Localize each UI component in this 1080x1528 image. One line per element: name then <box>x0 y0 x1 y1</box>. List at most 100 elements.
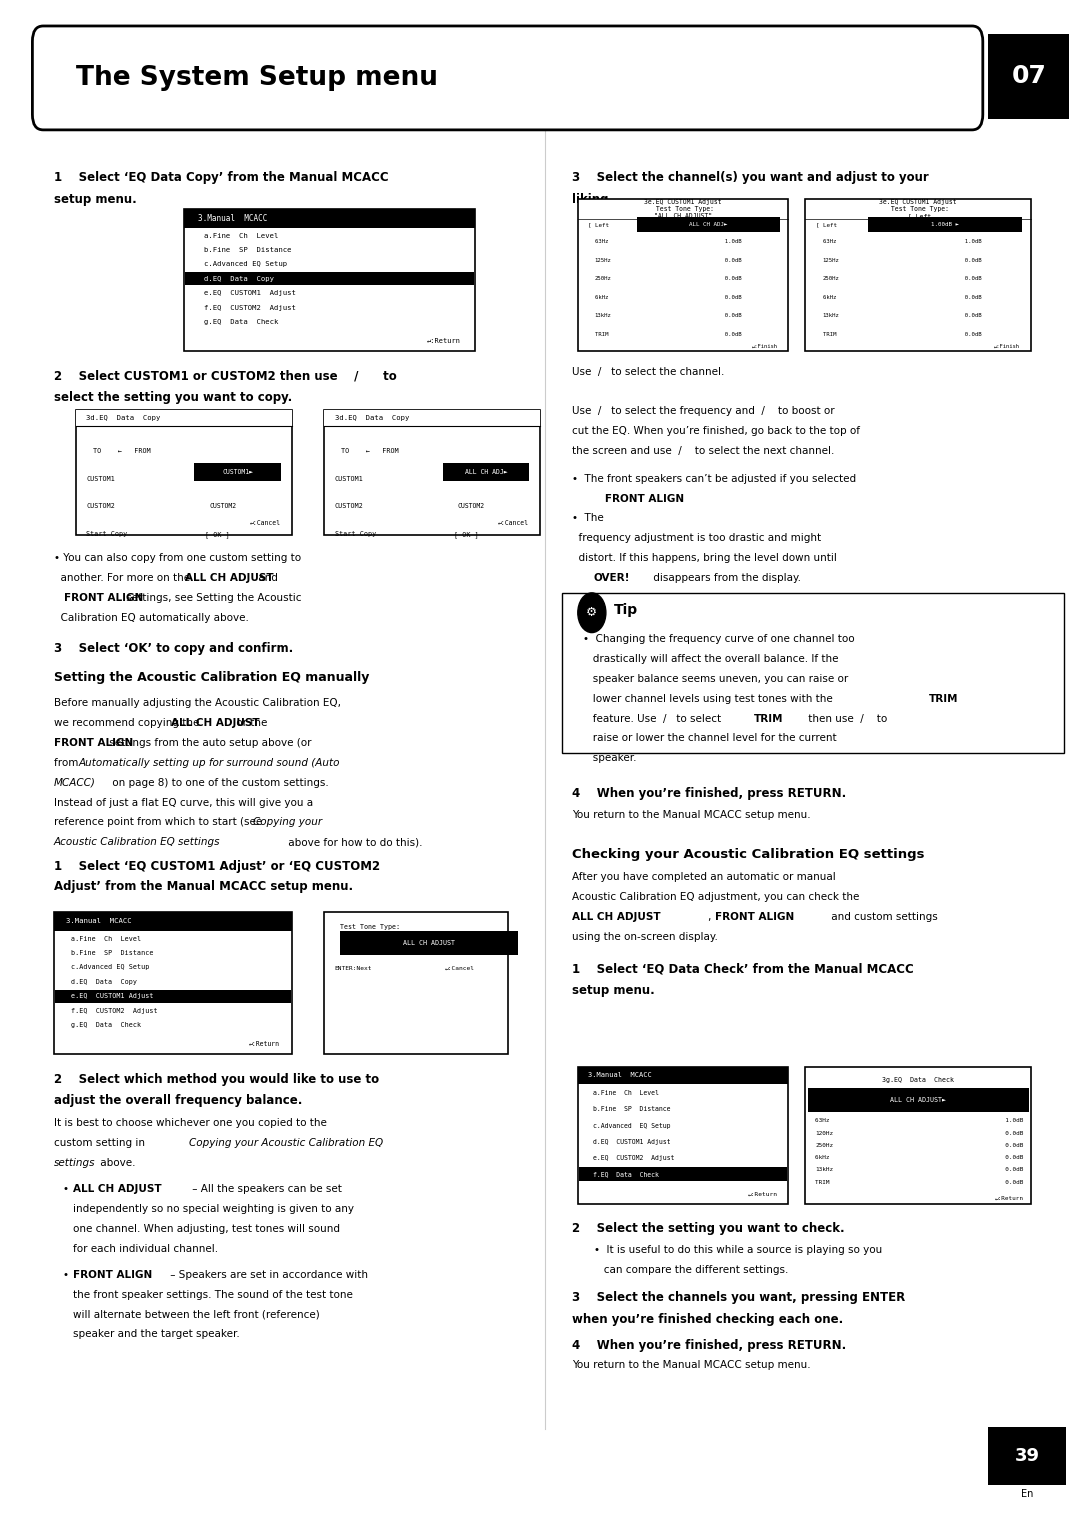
Bar <box>443 463 529 481</box>
Bar <box>562 593 1064 753</box>
Text: 3e.EQ CUSTOM1 Adjust
 Test Tone Type:
"ALL CH ADJUST": 3e.EQ CUSTOM1 Adjust Test Tone Type: "AL… <box>645 199 721 220</box>
Text: CUSTOM2: CUSTOM2 <box>458 504 485 509</box>
Text: settings: settings <box>54 1158 95 1169</box>
Text: select the setting you want to copy.: select the setting you want to copy. <box>54 391 293 405</box>
Text: we recommend copying the: we recommend copying the <box>54 718 203 729</box>
Text: 120Hz: 120Hz <box>815 1131 834 1135</box>
Text: 63Hz: 63Hz <box>815 1118 834 1123</box>
FancyBboxPatch shape <box>32 26 983 130</box>
Text: 0.0dB: 0.0dB <box>958 332 982 338</box>
Text: b.Fine  SP  Distance: b.Fine SP Distance <box>70 950 153 957</box>
Text: 1.0dB: 1.0dB <box>999 1118 1024 1123</box>
Text: disappears from the display.: disappears from the display. <box>650 573 801 584</box>
Text: The System Setup menu: The System Setup menu <box>76 64 437 92</box>
Text: Instead of just a flat EQ curve, this will give you a: Instead of just a flat EQ curve, this wi… <box>54 798 313 808</box>
Text: 3d.EQ  Data  Copy: 3d.EQ Data Copy <box>86 414 161 420</box>
Text: and: and <box>255 573 279 584</box>
Text: 0.0dB: 0.0dB <box>958 277 982 281</box>
Text: g.EQ  Data  Check: g.EQ Data Check <box>70 1022 140 1028</box>
Text: Start Copy: Start Copy <box>86 532 127 536</box>
Text: on page 8) to one of the custom settings.: on page 8) to one of the custom settings… <box>109 778 328 788</box>
Bar <box>340 931 518 955</box>
Text: 3    Select ‘OK’ to copy and confirm.: 3 Select ‘OK’ to copy and confirm. <box>54 642 294 656</box>
Bar <box>76 410 292 535</box>
Text: speaker.: speaker. <box>583 753 637 764</box>
Text: 1    Select ‘EQ CUSTOM1 Adjust’ or ‘EQ CUSTOM2: 1 Select ‘EQ CUSTOM1 Adjust’ or ‘EQ CUST… <box>54 860 380 874</box>
Bar <box>805 199 1031 351</box>
Bar <box>55 990 291 1002</box>
Text: 125Hz: 125Hz <box>823 258 839 263</box>
Text: 1    Select ‘EQ Data Copy’ from the Manual MCACC: 1 Select ‘EQ Data Copy’ from the Manual … <box>54 171 389 185</box>
Bar <box>579 1167 787 1181</box>
Text: or the: or the <box>232 718 267 729</box>
Text: You return to the Manual MCACC setup menu.: You return to the Manual MCACC setup men… <box>572 810 811 821</box>
Text: • You can also copy from one custom setting to: • You can also copy from one custom sett… <box>54 553 301 564</box>
Text: •  The: • The <box>572 513 607 524</box>
Text: 3.Manual  MCACC: 3.Manual MCACC <box>66 918 132 924</box>
Text: Acoustic Calibration EQ adjustment, you can check the: Acoustic Calibration EQ adjustment, you … <box>572 892 860 903</box>
Text: one channel. When adjusting, test tones will sound: one channel. When adjusting, test tones … <box>73 1224 340 1235</box>
Text: 0.0dB: 0.0dB <box>718 313 742 318</box>
Text: •: • <box>63 1270 72 1280</box>
Text: reference point from which to start (see: reference point from which to start (see <box>54 817 266 828</box>
Text: TO    ←   FROM: TO ← FROM <box>341 448 399 454</box>
Text: 1.0dB: 1.0dB <box>958 238 982 244</box>
Text: •  The front speakers can’t be adjusted if you selected: • The front speakers can’t be adjusted i… <box>572 474 856 484</box>
Text: ALL CH ADJUST: ALL CH ADJUST <box>403 940 455 946</box>
Bar <box>808 1088 1029 1112</box>
Circle shape <box>578 593 606 633</box>
Text: ALL CH ADJ►: ALL CH ADJ► <box>464 469 508 475</box>
Text: b.Fine  SP  Distance: b.Fine SP Distance <box>593 1106 670 1112</box>
Text: lower channel levels using test tones with the: lower channel levels using test tones wi… <box>583 694 836 704</box>
Text: 63Hz: 63Hz <box>823 238 839 244</box>
Text: 250Hz: 250Hz <box>595 277 611 281</box>
Text: ALL CH ADJ►: ALL CH ADJ► <box>689 222 728 228</box>
Text: 125Hz: 125Hz <box>595 258 611 263</box>
Text: 0.0dB: 0.0dB <box>958 258 982 263</box>
Text: d.EQ  Data  Copy: d.EQ Data Copy <box>70 979 137 984</box>
Text: c.Advanced EQ Setup: c.Advanced EQ Setup <box>70 964 149 970</box>
Text: custom setting in: custom setting in <box>54 1138 148 1149</box>
Text: ALL CH ADJUST: ALL CH ADJUST <box>186 573 274 584</box>
Bar <box>637 217 780 232</box>
Text: 3d.EQ  Data  Copy: 3d.EQ Data Copy <box>335 414 409 420</box>
Text: 0.0dB: 0.0dB <box>958 313 982 318</box>
Text: •: • <box>63 1184 72 1195</box>
Text: b.Fine  SP  Distance: b.Fine SP Distance <box>204 248 292 254</box>
Text: 0.0dB: 0.0dB <box>718 277 742 281</box>
Text: the front speaker settings. The sound of the test tone: the front speaker settings. The sound of… <box>73 1290 353 1300</box>
Text: d.EQ  CUSTOM1 Adjust: d.EQ CUSTOM1 Adjust <box>593 1138 670 1144</box>
Text: e.EQ  CUSTOM1 Adjust: e.EQ CUSTOM1 Adjust <box>70 993 153 999</box>
Text: FRONT ALIGN: FRONT ALIGN <box>594 494 684 504</box>
Text: 07: 07 <box>1012 64 1047 89</box>
Text: ↵:Return: ↵:Return <box>995 1196 1024 1201</box>
Text: MCACC): MCACC) <box>54 778 96 788</box>
Text: 4    When you’re finished, press RETURN.: 4 When you’re finished, press RETURN. <box>572 787 847 801</box>
Text: Use  /   to select the frequency and  /    to boost or: Use / to select the frequency and / to b… <box>572 406 835 417</box>
Bar <box>184 209 475 351</box>
Text: drastically will affect the overall balance. If the: drastically will affect the overall bala… <box>583 654 839 665</box>
Text: f.EQ  Data  Check: f.EQ Data Check <box>593 1170 659 1177</box>
Text: can compare the different settings.: can compare the different settings. <box>594 1265 788 1276</box>
Text: 13kHz: 13kHz <box>815 1167 834 1172</box>
Text: You return to the Manual MCACC setup menu.: You return to the Manual MCACC setup men… <box>572 1360 811 1371</box>
Text: e.EQ  CUSTOM2  Adjust: e.EQ CUSTOM2 Adjust <box>593 1155 674 1161</box>
Text: ↵:Cancel: ↵:Cancel <box>249 520 281 526</box>
Text: 0.0dB: 0.0dB <box>718 332 742 338</box>
Text: ⚙: ⚙ <box>586 607 597 619</box>
Text: Use  /   to select the channel.: Use / to select the channel. <box>572 367 725 377</box>
Text: c.Advanced EQ Setup: c.Advanced EQ Setup <box>204 261 287 267</box>
Text: 0.0dB: 0.0dB <box>999 1131 1024 1135</box>
Text: 2    Select CUSTOM1 or CUSTOM2 then use    /      to: 2 Select CUSTOM1 or CUSTOM2 then use / t… <box>54 370 396 384</box>
Text: and custom settings: and custom settings <box>828 912 939 923</box>
Text: 0.0dB: 0.0dB <box>999 1143 1024 1148</box>
Text: Checking your Acoustic Calibration EQ settings: Checking your Acoustic Calibration EQ se… <box>572 848 924 862</box>
Text: ,: , <box>708 912 715 923</box>
Text: [ OK ]: [ OK ] <box>454 532 478 538</box>
Text: 6kHz: 6kHz <box>595 295 611 299</box>
Bar <box>54 912 292 931</box>
Bar <box>324 912 508 1054</box>
Text: feature. Use  /   to select: feature. Use / to select <box>583 714 725 724</box>
Text: setup menu.: setup menu. <box>54 193 137 206</box>
Bar <box>578 199 788 351</box>
